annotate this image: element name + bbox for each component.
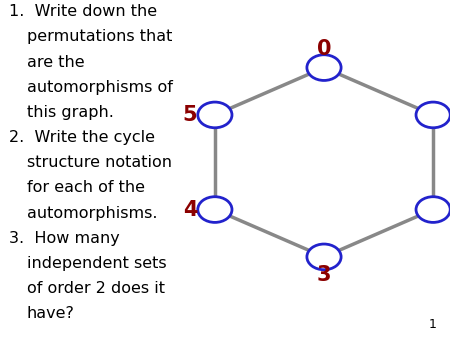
Text: 4: 4 <box>183 199 198 220</box>
Circle shape <box>307 244 341 270</box>
Text: automorphisms.: automorphisms. <box>27 206 158 220</box>
Circle shape <box>416 102 450 128</box>
Circle shape <box>198 197 232 222</box>
Text: permutations that: permutations that <box>27 29 172 45</box>
Text: independent sets: independent sets <box>27 256 166 271</box>
Circle shape <box>416 197 450 222</box>
Text: of order 2 does it: of order 2 does it <box>27 281 165 296</box>
Text: are the: are the <box>27 55 85 70</box>
Text: 5: 5 <box>183 105 198 125</box>
Text: have?: have? <box>27 306 75 321</box>
Text: 1: 1 <box>428 318 436 331</box>
Text: 0: 0 <box>317 39 331 59</box>
Text: automorphisms of: automorphisms of <box>27 80 173 95</box>
Text: this graph.: this graph. <box>27 105 114 120</box>
Text: 1.  Write down the: 1. Write down the <box>9 4 157 19</box>
Text: 3: 3 <box>317 265 331 286</box>
Circle shape <box>307 55 341 80</box>
Text: for each of the: for each of the <box>27 180 145 195</box>
Text: 3.  How many: 3. How many <box>9 231 120 246</box>
Text: 2.  Write the cycle: 2. Write the cycle <box>9 130 155 145</box>
Text: structure notation: structure notation <box>27 155 172 170</box>
Circle shape <box>198 102 232 128</box>
